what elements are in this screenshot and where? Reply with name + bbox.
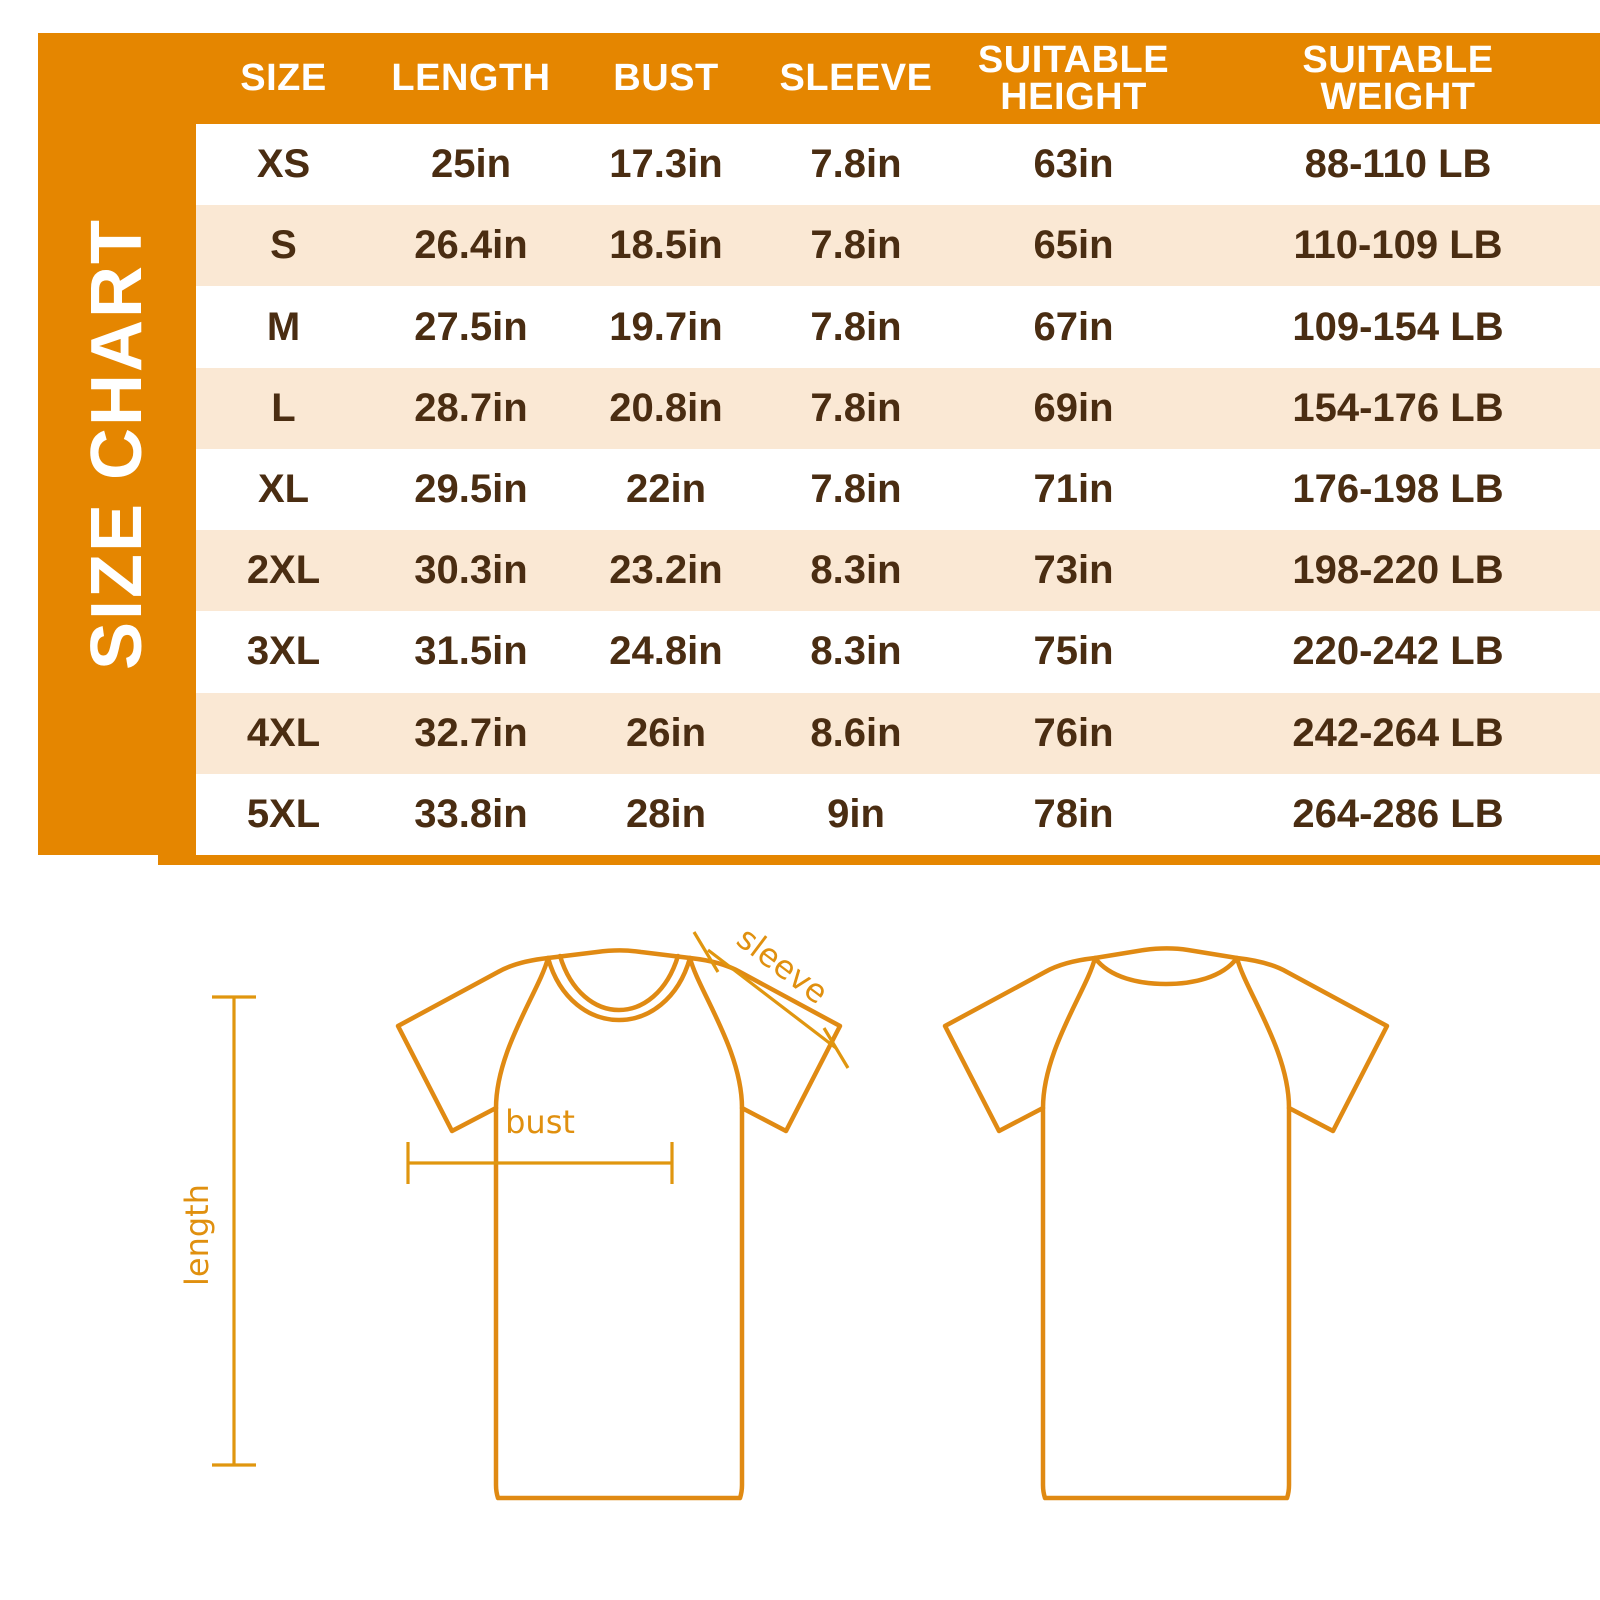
- table-row: S 26.4in 18.5in 7.8in 65in 110-109 LB: [196, 205, 1600, 287]
- cell-length: 28.7in: [371, 367, 571, 449]
- tshirt-front-view: [395, 948, 843, 1501]
- column-header-suitable-weight: SUITABLE WEIGHT: [1196, 33, 1600, 124]
- cell-bust: 26in: [571, 692, 761, 774]
- cell-weight: 154-176 LB: [1196, 367, 1600, 449]
- cell-bust: 17.3in: [571, 124, 761, 206]
- cell-bust: 22in: [571, 448, 761, 531]
- length-label: length: [178, 1184, 216, 1286]
- cell-length: 26.4in: [371, 205, 571, 287]
- cell-bust: 24.8in: [571, 611, 761, 693]
- cell-bust: 28in: [571, 773, 761, 855]
- cell-size: 2XL: [196, 530, 371, 612]
- cell-size: 5XL: [196, 773, 371, 855]
- cell-sleeve: 7.8in: [761, 205, 951, 287]
- cell-weight: 264-286 LB: [1196, 773, 1600, 855]
- size-chart-table-block: SIZE CHART SIZE LENGTH BUST SLEEVE SUITA…: [38, 33, 1600, 855]
- cell-weight: 88-110 LB: [1196, 124, 1600, 206]
- bust-label: bust: [505, 1103, 575, 1141]
- cell-bust: 18.5in: [571, 205, 761, 287]
- cell-weight: 176-198 LB: [1196, 448, 1600, 531]
- cell-weight: 198-220 LB: [1196, 530, 1600, 612]
- cell-weight: 220-242 LB: [1196, 611, 1600, 693]
- column-header-bust: BUST: [571, 33, 761, 124]
- cell-size: S: [196, 205, 371, 287]
- cell-height: 75in: [951, 611, 1196, 693]
- sleeve-dimension: sleeve: [692, 919, 850, 1069]
- cell-size: 4XL: [196, 692, 371, 774]
- cell-sleeve: 8.6in: [761, 692, 951, 774]
- table-row: 3XL 31.5in 24.8in 8.3in 75in 220-242 LB: [196, 611, 1600, 693]
- column-header-size: SIZE: [196, 33, 371, 124]
- table-row: 4XL 32.7in 26in 8.6in 76in 242-264 LB: [196, 692, 1600, 774]
- cell-bust: 20.8in: [571, 367, 761, 449]
- table-row: XS 25in 17.3in 7.8in 63in 88-110 LB: [196, 124, 1600, 206]
- size-table: SIZE LENGTH BUST SLEEVE SUITABLE HEIGHT …: [196, 33, 1600, 855]
- column-header-length: LENGTH: [371, 33, 571, 124]
- cell-sleeve: 7.8in: [761, 124, 951, 206]
- cell-length: 31.5in: [371, 611, 571, 693]
- table-row: 5XL 33.8in 28in 9in 78in 264-286 LB: [196, 773, 1600, 855]
- page-title: SIZE CHART: [77, 218, 157, 670]
- table-bottom-rule: [158, 855, 1600, 865]
- column-header-sleeve: SLEEVE: [761, 33, 951, 124]
- cell-height: 78in: [951, 773, 1196, 855]
- size-chart-side-banner: SIZE CHART: [38, 33, 196, 855]
- cell-sleeve: 9in: [761, 773, 951, 855]
- cell-height: 71in: [951, 448, 1196, 531]
- cell-length: 32.7in: [371, 692, 571, 774]
- size-table-header: SIZE LENGTH BUST SLEEVE SUITABLE HEIGHT …: [196, 33, 1600, 124]
- table-row: 2XL 30.3in 23.2in 8.3in 73in 198-220 LB: [196, 530, 1600, 612]
- cell-sleeve: 7.8in: [761, 286, 951, 368]
- cell-weight: 110-109 LB: [1196, 205, 1600, 287]
- size-table-area: SIZE LENGTH BUST SLEEVE SUITABLE HEIGHT …: [196, 33, 1600, 855]
- cell-size: XL: [196, 448, 371, 531]
- bust-dimension: bust: [406, 1103, 674, 1184]
- cell-size: XS: [196, 124, 371, 206]
- cell-height: 63in: [951, 124, 1196, 206]
- cell-bust: 23.2in: [571, 530, 761, 612]
- cell-sleeve: 8.3in: [761, 611, 951, 693]
- table-row: M 27.5in 19.7in 7.8in 67in 109-154 LB: [196, 286, 1600, 368]
- cell-weight: 242-264 LB: [1196, 692, 1600, 774]
- cell-length: 29.5in: [371, 448, 571, 531]
- tshirt-diagram: length bust sleeve: [0, 880, 1600, 1600]
- cell-length: 27.5in: [371, 286, 571, 368]
- cell-length: 33.8in: [371, 773, 571, 855]
- cell-sleeve: 7.8in: [761, 367, 951, 449]
- cell-size: L: [196, 367, 371, 449]
- cell-sleeve: 8.3in: [761, 530, 951, 612]
- cell-length: 30.3in: [371, 530, 571, 612]
- cell-sleeve: 7.8in: [761, 448, 951, 531]
- cell-height: 76in: [951, 692, 1196, 774]
- table-row: L 28.7in 20.8in 7.8in 69in 154-176 LB: [196, 367, 1600, 449]
- cell-size: M: [196, 286, 371, 368]
- cell-height: 73in: [951, 530, 1196, 612]
- cell-size: 3XL: [196, 611, 371, 693]
- table-header-row: SIZE LENGTH BUST SLEEVE SUITABLE HEIGHT …: [196, 33, 1600, 124]
- cell-height: 67in: [951, 286, 1196, 368]
- length-dimension: length: [178, 995, 256, 1467]
- table-row: XL 29.5in 22in 7.8in 71in 176-198 LB: [196, 448, 1600, 531]
- column-header-suitable-height: SUITABLE HEIGHT: [951, 33, 1196, 124]
- cell-bust: 19.7in: [571, 286, 761, 368]
- tshirt-back-view: [942, 946, 1390, 1501]
- cell-length: 25in: [371, 124, 571, 206]
- cell-weight: 109-154 LB: [1196, 286, 1600, 368]
- cell-height: 69in: [951, 367, 1196, 449]
- cell-height: 65in: [951, 205, 1196, 287]
- sleeve-label: sleeve: [730, 919, 836, 1012]
- size-table-body: XS 25in 17.3in 7.8in 63in 88-110 LB S 26…: [196, 124, 1600, 855]
